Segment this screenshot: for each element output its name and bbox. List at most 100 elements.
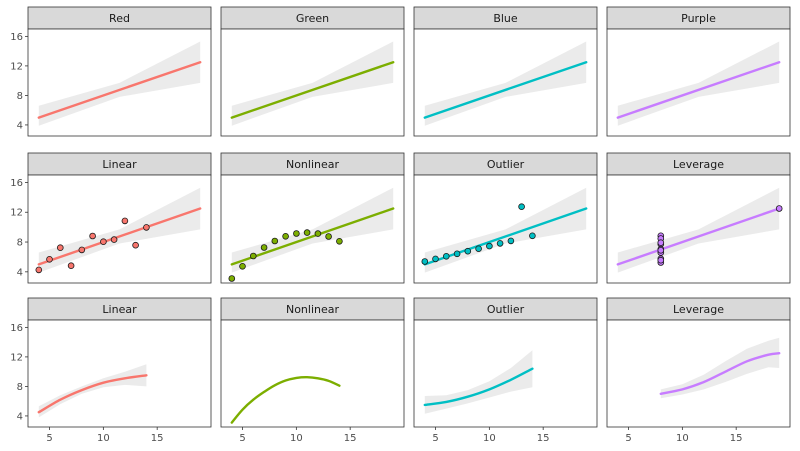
data-point: [432, 255, 439, 263]
series-line: [616, 61, 781, 119]
y-tick-label: 12: [10, 208, 23, 219]
confidence-band: [660, 337, 780, 399]
y-tick-label: 16: [10, 178, 23, 189]
data-point: [314, 230, 322, 237]
series-line: [423, 61, 588, 119]
x-tick-label: 10: [290, 433, 303, 444]
facet-strip-label: Outlier: [487, 303, 525, 316]
y-tick-label: 8: [17, 382, 23, 393]
facet-panel: Linear 4 8 12 16 5 10 15: [10, 297, 212, 444]
series-line: [230, 207, 395, 266]
facet-strip-label: Red: [109, 12, 130, 25]
data-point: [35, 266, 43, 274]
series-line: [616, 207, 781, 266]
facet-strip-label: Nonlinear: [286, 158, 340, 171]
data-point: [121, 217, 129, 225]
facet-panel: Leverage: [606, 152, 791, 284]
facet-panel: Purple: [606, 6, 791, 137]
y-tick-label: 4: [17, 267, 23, 278]
y-tick-label: 12: [10, 352, 23, 363]
panel-border: [27, 174, 212, 284]
facet-strip-label: Leverage: [673, 158, 724, 171]
y-tick-label: 4: [17, 120, 23, 131]
facet-strip-label: Nonlinear: [286, 303, 340, 316]
x-tick-label: 5: [239, 433, 245, 444]
panel-border: [27, 28, 212, 137]
x-tick-label: 10: [483, 433, 496, 444]
series-line: [659, 352, 781, 395]
data-point: [271, 237, 279, 245]
data-point: [336, 238, 343, 245]
data-point: [464, 247, 472, 255]
data-point: [143, 224, 150, 231]
data-point: [475, 245, 482, 253]
data-point: [529, 232, 536, 240]
data-point: [421, 258, 429, 265]
facet-strip-label: Leverage: [673, 303, 724, 316]
series-line: [423, 207, 588, 266]
data-point: [239, 262, 246, 270]
data-point: [132, 241, 139, 249]
data-point: [67, 262, 75, 270]
panel-border: [413, 319, 598, 428]
y-tick-label: 16: [10, 323, 23, 334]
data-point: [507, 237, 515, 245]
facet-panel: Nonlinear 5 10 15: [220, 297, 405, 444]
plot-area: [607, 320, 790, 427]
facet-panel: Nonlinear: [220, 152, 405, 284]
panel-border: [413, 28, 598, 137]
facet-strip-label: Green: [296, 12, 329, 25]
x-tick-label: 15: [730, 433, 743, 444]
facet-panel: Outlier: [413, 152, 598, 284]
data-point: [775, 205, 783, 212]
facet-strip-label: Blue: [493, 12, 518, 25]
facet-panel: Blue: [413, 6, 598, 137]
y-tick-label: 8: [17, 91, 23, 102]
data-point: [518, 203, 525, 211]
panel-border: [606, 28, 791, 137]
data-point: [46, 255, 53, 263]
facet-panel: Green: [220, 6, 405, 137]
x-tick-label: 15: [344, 433, 357, 444]
panel-border: [413, 174, 598, 284]
data-point: [228, 275, 236, 282]
facet-strip-label: Linear: [102, 303, 137, 316]
x-tick-label: 5: [432, 433, 438, 444]
data-point: [453, 250, 461, 258]
panel-border: [606, 319, 791, 428]
y-tick-label: 16: [10, 32, 23, 43]
x-tick-label: 15: [151, 433, 164, 444]
data-point: [89, 232, 96, 240]
y-tick-label: 8: [17, 238, 23, 249]
data-point: [657, 256, 665, 264]
x-tick-label: 5: [625, 433, 631, 444]
data-point: [657, 239, 665, 247]
data-point: [110, 236, 118, 243]
data-point: [282, 233, 289, 240]
data-point: [486, 242, 493, 250]
data-point: [78, 246, 86, 254]
x-tick-label: 5: [46, 433, 52, 444]
data-point: [250, 252, 257, 260]
data-point: [325, 233, 332, 240]
panel-border: [220, 28, 405, 137]
x-tick-label: 10: [97, 433, 110, 444]
plot-area: [221, 320, 404, 427]
confidence-band: [424, 350, 533, 414]
facet-strip-label: Purple: [681, 12, 716, 25]
panel-border: [606, 174, 791, 284]
y-tick-label: 4: [17, 411, 23, 422]
facet-panel: Outlier 5 10 15: [413, 297, 598, 444]
series-line: [230, 61, 395, 119]
x-tick-label: 10: [676, 433, 689, 444]
series-line: [37, 374, 148, 414]
data-point: [100, 238, 107, 246]
data-point: [260, 244, 268, 251]
series-line: [37, 207, 202, 266]
panel-border: [220, 174, 405, 284]
facet-panel: Linear 4 8 12 16: [10, 152, 212, 284]
panel-border: [220, 319, 405, 428]
facet-strip-label: Outlier: [487, 158, 525, 171]
facet-panel: Red 4 8 12 16: [10, 6, 212, 137]
